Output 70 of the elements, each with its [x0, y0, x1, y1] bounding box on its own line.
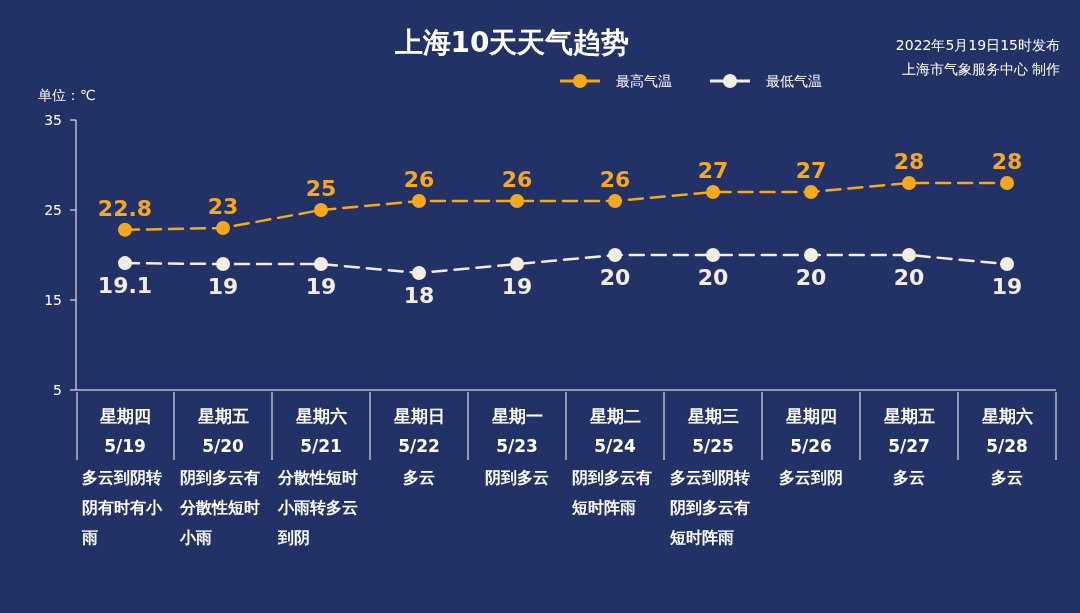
x-tick-label: 星期三 5/25: [686, 406, 739, 456]
text: 多云: [991, 468, 1023, 487]
y-tick-label: 15: [44, 292, 62, 308]
point: [314, 257, 328, 271]
text: 多云到阴转阴到多云有短时阵雨: [669, 468, 750, 547]
data-label: 19: [305, 274, 337, 299]
data-label: 19: [991, 274, 1023, 299]
legend-label: 最高气温: [616, 73, 672, 89]
point: [706, 248, 720, 262]
data-label: 26: [599, 167, 631, 192]
x-tick-label: 星期五 5/20: [196, 406, 249, 456]
text: 多云: [893, 468, 925, 487]
data-label: 19: [501, 274, 533, 299]
text: 阴到多云有短时阵雨: [571, 468, 652, 517]
x-tick-label: 星期日 5/22: [392, 406, 445, 456]
data-label: 26: [501, 167, 533, 192]
point: [1000, 176, 1014, 190]
y-tick-label: 5: [53, 382, 62, 398]
data-label: 25: [305, 176, 337, 201]
chart-title: 上海10天天气趋势: [393, 26, 630, 59]
text: 多云: [403, 468, 435, 487]
text: 阴到多云: [485, 468, 549, 487]
data-label: 19.1: [97, 273, 153, 299]
point: [804, 248, 818, 262]
data-label: 20: [697, 265, 729, 290]
text: 多云到阴转阴有时有小雨: [81, 468, 163, 547]
data-label: 19: [207, 274, 239, 299]
x-tick-label: 星期一 5/23: [490, 406, 543, 456]
y-axis-title: 单位：℃: [38, 87, 96, 103]
text: 分散性短时小雨转多云到阴: [277, 468, 358, 547]
data-label: 27: [795, 158, 827, 183]
legend-label: 最低气温: [766, 73, 822, 89]
point: [1000, 257, 1014, 271]
point: [118, 256, 132, 271]
point: [902, 176, 916, 190]
text: 阴到多云有分散性短时小雨: [179, 468, 260, 547]
point: [510, 257, 524, 271]
x-tick-label: 星期六 5/21: [294, 406, 347, 456]
point: [216, 257, 230, 271]
point: [804, 185, 818, 199]
data-label: 22.8: [97, 195, 153, 221]
x-tick-label: 星期五 5/27: [882, 406, 935, 456]
point: [412, 266, 426, 280]
point: [314, 203, 328, 217]
text: 上海市气象服务中心 制作: [901, 61, 1060, 77]
text: 2022年5月19日15时发布: [895, 37, 1060, 53]
point: [608, 248, 622, 262]
y-tick-label: 25: [44, 202, 62, 218]
data-label: 26: [403, 167, 435, 192]
y-tick-label: 35: [44, 112, 62, 128]
point: [118, 222, 132, 237]
x-tick-label: 星期六 5/28: [980, 406, 1033, 456]
data-label: 28: [893, 149, 925, 174]
data-label: 20: [599, 265, 631, 290]
data-label: 18: [403, 283, 435, 308]
point: [216, 221, 230, 235]
point: [412, 194, 426, 208]
data-label: 28: [991, 149, 1023, 174]
x-tick-label: 星期四 5/26: [784, 406, 837, 456]
data-label: 27: [697, 158, 729, 183]
point: [608, 194, 622, 208]
text: 多云到阴: [779, 468, 843, 487]
x-tick-label: 星期二 5/24: [588, 406, 641, 456]
data-label: 23: [207, 194, 239, 219]
point: [510, 194, 524, 208]
x-tick-label: 星期四 5/19: [98, 406, 151, 456]
data-label: 20: [893, 265, 925, 290]
point: [902, 248, 916, 262]
data-label: 20: [795, 265, 827, 290]
point: [706, 185, 720, 199]
